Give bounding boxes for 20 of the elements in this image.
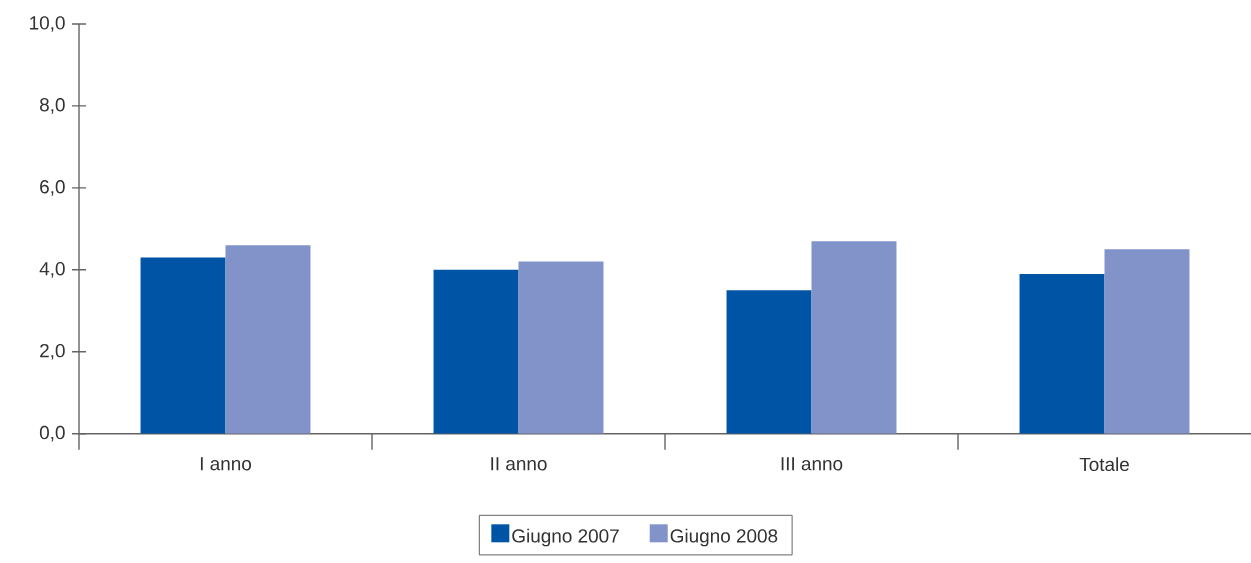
x-tick-label: I anno — [200, 457, 252, 471]
bar — [811, 241, 897, 434]
bar — [1104, 249, 1190, 434]
bar — [140, 257, 226, 434]
y-tick-label: 0,0 — [39, 425, 65, 442]
bar — [225, 245, 311, 434]
bar — [518, 261, 604, 434]
y-tick-label: 8,0 — [40, 98, 65, 114]
y-tick-label: 4,0 — [39, 261, 65, 278]
legend-label: Giugno 2007 — [512, 528, 619, 547]
bar — [726, 290, 812, 434]
y-tick-label: 10,0 — [30, 16, 65, 32]
bar — [1019, 273, 1105, 434]
x-tick-label: Totale — [1079, 457, 1129, 472]
x-tick-label: II anno — [491, 457, 547, 471]
y-tick-label: 6,0 — [40, 180, 65, 196]
legend-label: Giugno 2008 — [670, 528, 778, 547]
bar — [433, 269, 519, 434]
x-tick-label: III anno — [781, 457, 843, 471]
y-tick-label: 2,0 — [40, 343, 65, 360]
